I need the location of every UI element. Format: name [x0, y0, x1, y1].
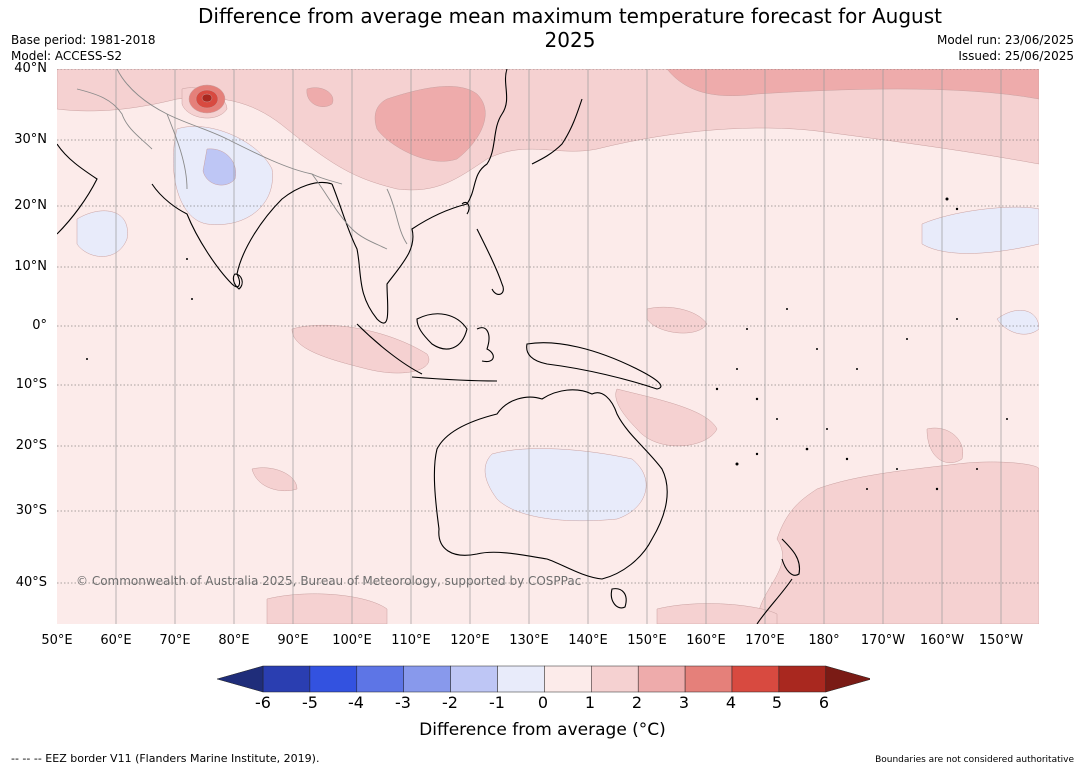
philippines	[476, 228, 504, 295]
meta-right: Model run: 23/06/2025 Issued: 25/06/2025	[937, 32, 1074, 64]
lon-label-110e: 110°E	[391, 633, 431, 648]
colorbar-segment	[637, 665, 686, 693]
lat-label-40n: 40°N	[14, 61, 47, 76]
boundaries-note: Boundaries are not considered authoritat…	[875, 755, 1074, 765]
lat-label-30n: 30°N	[14, 132, 47, 147]
model-name: Model: ACCESS-S2	[11, 49, 123, 63]
colorbar-max-arrow	[825, 665, 870, 693]
coastlines	[57, 69, 801, 624]
copyright-notice: © Commonwealth of Australia 2025, Bureau…	[76, 574, 582, 588]
colorbar-tick: 5	[771, 693, 783, 712]
lon-label-140e: 140°E	[568, 633, 608, 648]
lon-label-150w: 150°W	[978, 633, 1024, 648]
lon-label-150e: 150°E	[627, 633, 667, 648]
lat-label-20s: 20°S	[15, 438, 47, 453]
lat-label-40s: 40°S	[15, 575, 47, 590]
colorbar-tick: 6	[818, 693, 830, 712]
issued-date: Issued: 25/06/2025	[958, 49, 1074, 63]
colorbar-tick: 1	[584, 693, 596, 712]
lon-label-80e: 80°E	[218, 633, 250, 648]
colorbar-segment	[356, 665, 404, 693]
colorbar-segment	[497, 665, 545, 693]
lon-label-100e: 100°E	[332, 633, 372, 648]
lat-label-10s: 10°S	[15, 377, 47, 392]
lon-label-170w: 170°W	[860, 633, 906, 648]
lon-label-60e: 60°E	[100, 633, 132, 648]
colorbar-segment	[778, 665, 827, 693]
lon-label-170e: 170°E	[745, 633, 785, 648]
lat-label-0: 0°	[32, 318, 47, 333]
colorbar-tick: -4	[348, 693, 364, 712]
colorbar-tick: -6	[255, 693, 271, 712]
new-zealand-south	[756, 578, 793, 624]
colorbar-segment	[684, 665, 733, 693]
india-coast	[151, 181, 333, 288]
colorbar-segment	[731, 665, 780, 693]
colorbar-segment	[403, 665, 451, 693]
colorbar-tick: -5	[302, 693, 318, 712]
lon-label-160e: 160°E	[686, 633, 726, 648]
colorbar-label: Difference from average (°C)	[419, 720, 666, 740]
model-run: Model run: 23/06/2025	[936, 33, 1074, 47]
lon-label-160w: 160°W	[919, 633, 965, 648]
map-title: Difference from average mean maximum tem…	[198, 4, 942, 52]
lat-label-30s: 30°S	[15, 503, 47, 518]
tasmania	[610, 588, 627, 609]
lon-label-120e: 120°E	[450, 633, 490, 648]
borneo	[416, 313, 468, 350]
colorbar-segment	[450, 665, 498, 693]
lon-label-90e: 90°E	[277, 633, 309, 648]
colorbar-segment	[309, 665, 358, 693]
colorbar-tick: 3	[678, 693, 690, 712]
country-borders	[76, 69, 408, 250]
colorbar-tick: 2	[631, 693, 643, 712]
colorbar-tick: 0	[537, 693, 549, 712]
lon-label-180: 180°	[808, 633, 840, 648]
lat-label-20n: 20°N	[14, 198, 47, 213]
lon-label-70e: 70°E	[159, 633, 191, 648]
forecast-map	[57, 69, 1039, 624]
japan	[531, 98, 583, 165]
colorbar-segment	[591, 665, 639, 693]
taiwan	[461, 201, 470, 215]
meta-left: Base period: 1981-2018 Model: ACCESS-S2	[11, 32, 156, 64]
colorbar-segment	[262, 665, 311, 693]
new-zealand-north	[781, 538, 801, 576]
meridians	[115, 69, 1002, 624]
sulawesi	[476, 327, 494, 363]
lon-label-130e: 130°E	[509, 633, 549, 648]
base-period: Base period: 1981-2018	[11, 33, 156, 47]
eez-note: -- -- -- EEZ border V11 (Flanders Marine…	[11, 752, 320, 765]
graticule	[57, 69, 1039, 584]
colorbar-min-arrow	[216, 665, 264, 693]
australia	[433, 389, 668, 580]
new-guinea	[526, 342, 662, 390]
indochina-coast	[331, 69, 508, 324]
colorbar-tick: 4	[725, 693, 737, 712]
java	[411, 376, 498, 382]
sumatra	[356, 323, 423, 375]
colorbar	[216, 665, 870, 693]
anomaly-fills	[57, 69, 1039, 624]
colorbar-tick: -2	[442, 693, 458, 712]
colorbar-tick: -1	[489, 693, 505, 712]
colorbar-tick: -3	[395, 693, 411, 712]
arabia-coast	[57, 143, 98, 235]
lon-label-50e: 50°E	[41, 633, 73, 648]
islands	[86, 197, 1008, 491]
sri-lanka	[232, 273, 243, 290]
lat-label-10n: 10°N	[14, 259, 47, 274]
colorbar-segment	[544, 665, 592, 693]
